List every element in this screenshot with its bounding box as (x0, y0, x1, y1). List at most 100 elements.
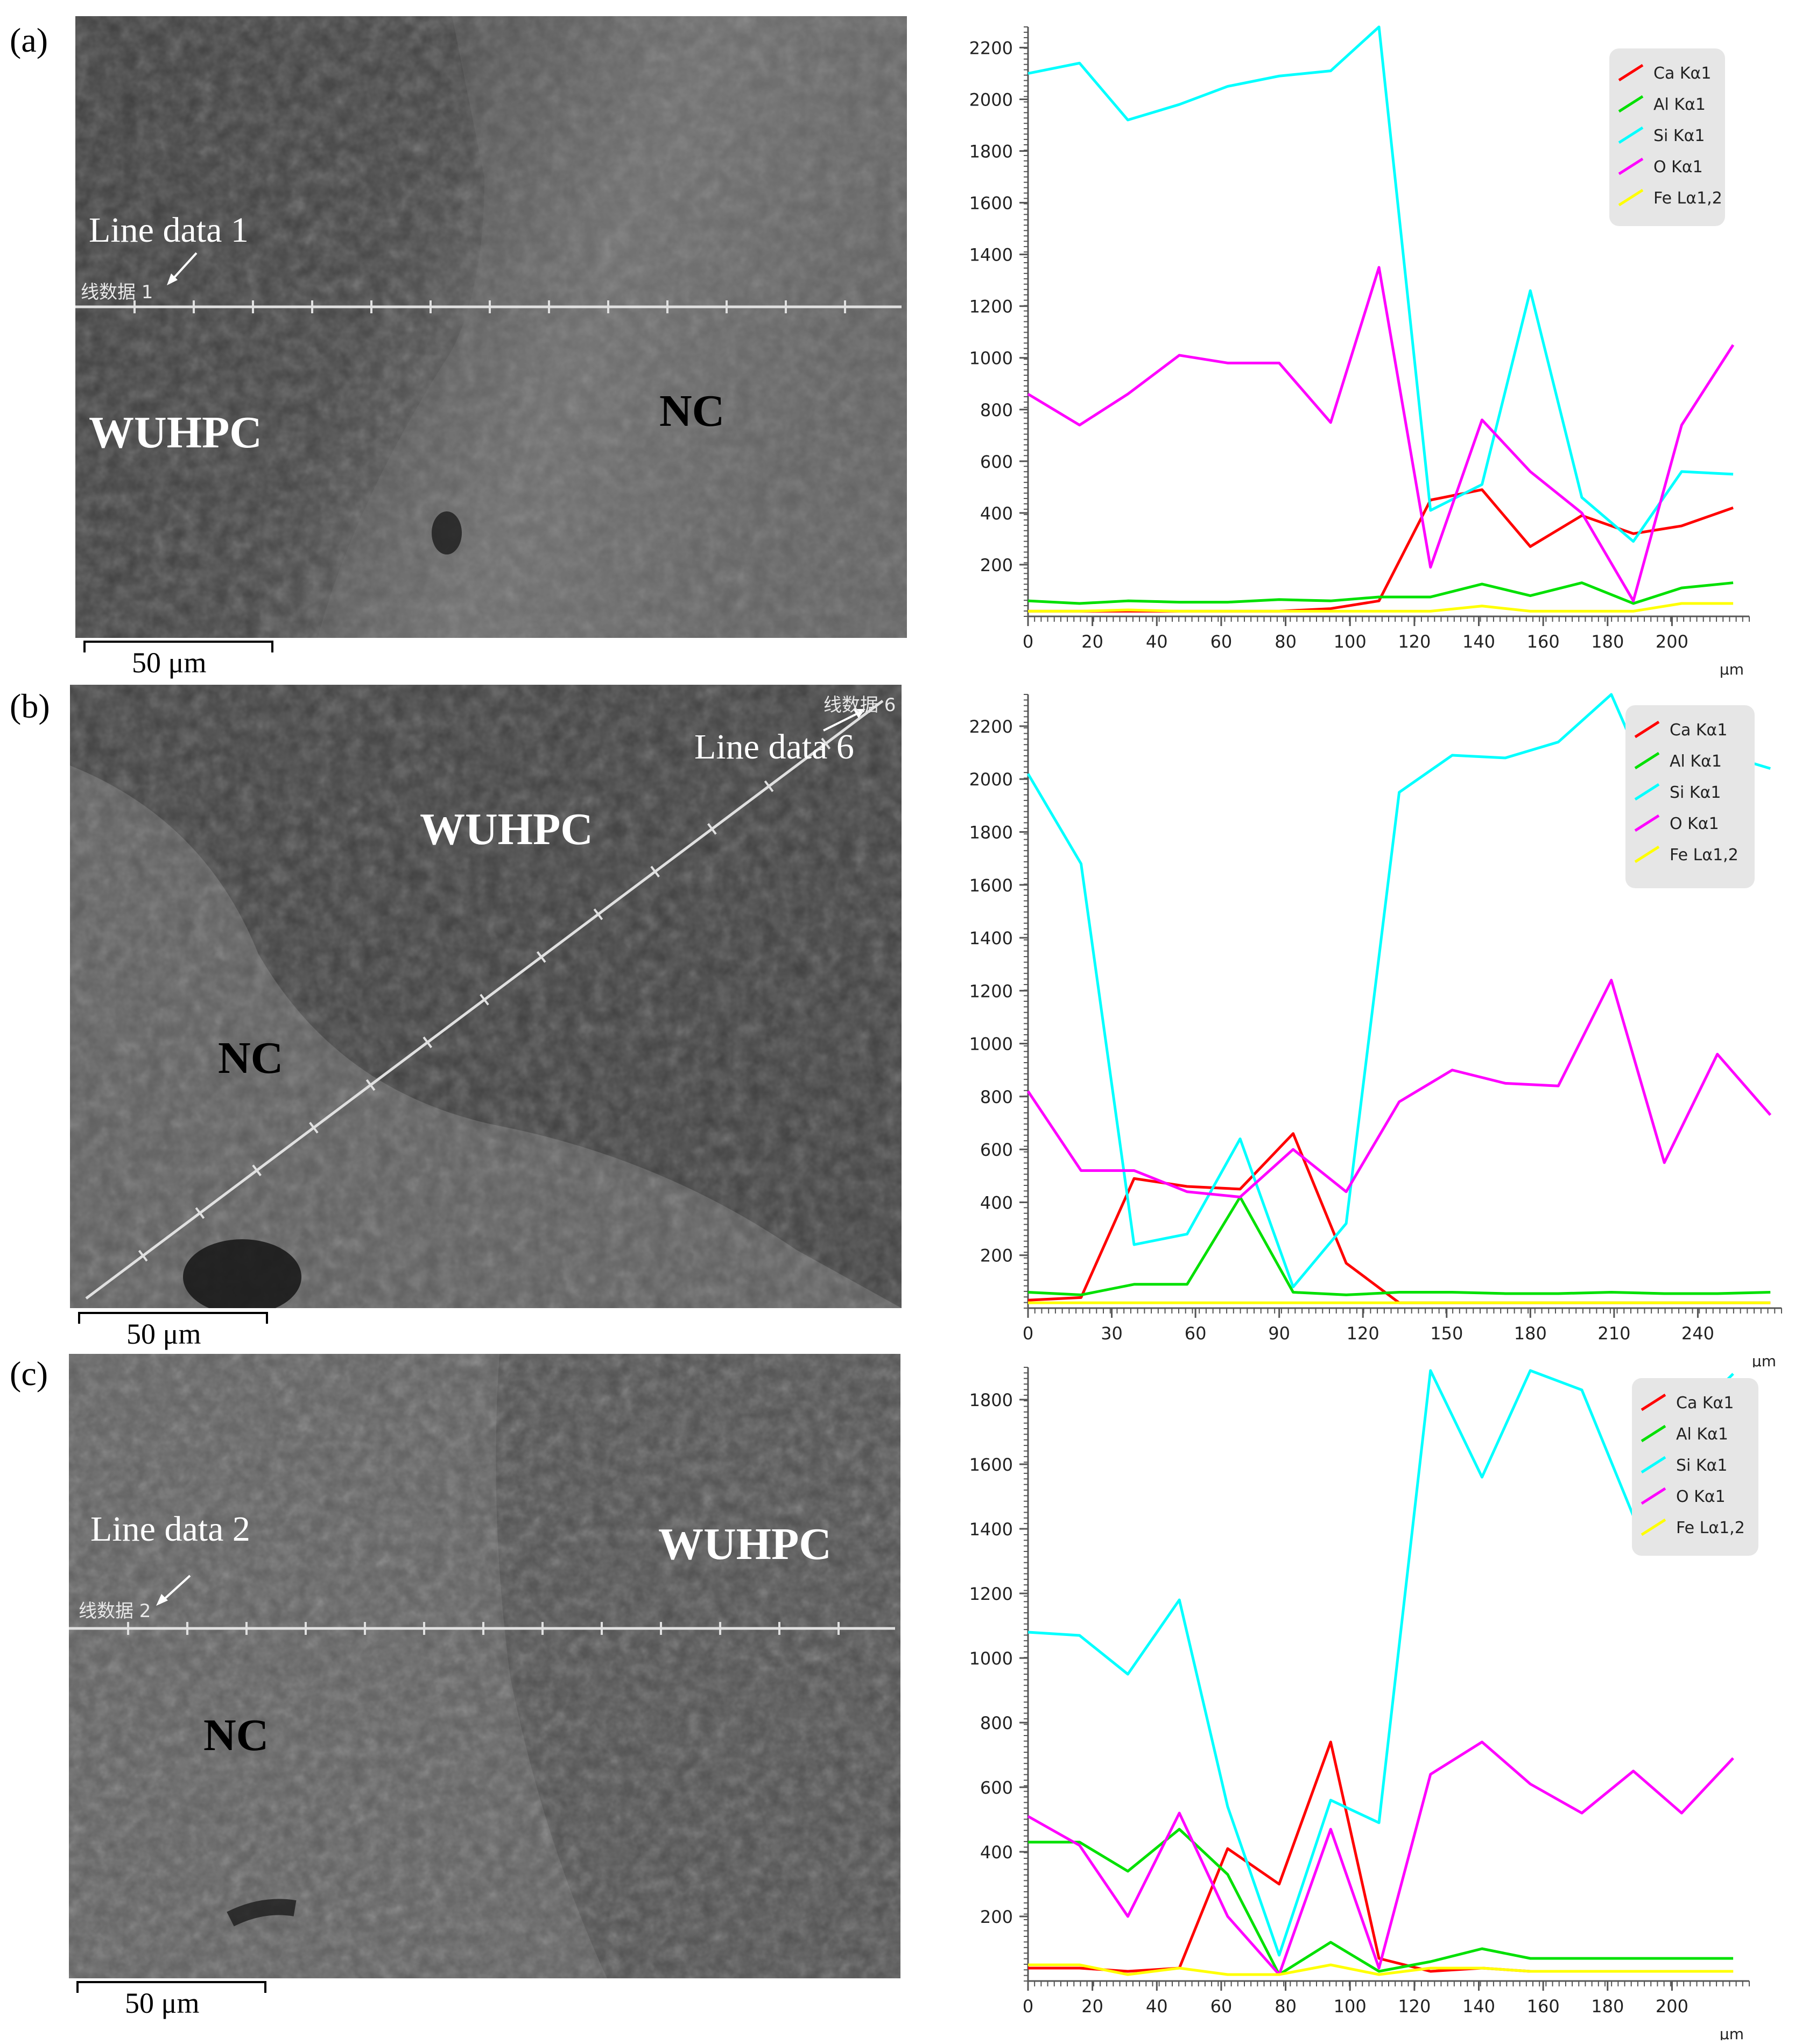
y-tick-label: 1200 (969, 1584, 1013, 1604)
sem-image-a: Line data 1 线数据 1 WUHPC NC (75, 16, 907, 638)
y-tick-label: 1200 (969, 981, 1013, 1001)
y-tick-label: 400 (980, 1842, 1013, 1863)
scale-text-c: 50 μm (125, 1987, 200, 2019)
legend-entry: Ca Kα1 (1670, 721, 1727, 740)
legend-swatch (1634, 845, 1660, 863)
series-line-fe (1028, 602, 1734, 613)
x-unit-label: μm (1752, 1352, 1776, 1367)
x-tick-label: 40 (1146, 1996, 1168, 2017)
sem-image-c: Line data 2 线数据 2 WUHPC NC (69, 1354, 900, 1978)
x-tick-label: 60 (1185, 1323, 1207, 1344)
line-caption-c: Line data 2 (90, 1509, 250, 1549)
legend-entry: Si Kα1 (1670, 783, 1721, 802)
y-tick-label: 2000 (969, 89, 1013, 110)
legend-swatch (1641, 1487, 1666, 1505)
x-tick-label: 60 (1210, 1996, 1233, 2017)
y-tick-label: 1400 (969, 245, 1013, 265)
series-line-al (1027, 1196, 1771, 1296)
legend-entry: Ca Kα1 (1653, 64, 1711, 83)
y-tick-label: 200 (980, 1246, 1013, 1266)
x-tick-label: 0 (1023, 1996, 1033, 2017)
chart-svg-a: 2004006008001000120014001600180020002200… (969, 25, 1750, 678)
sem-label-nc-b: NC (218, 1033, 284, 1083)
x-tick-label: 160 (1527, 1996, 1560, 2017)
sem-image-b: Line data 6 线数据 6 WUHPC NC (70, 685, 902, 1308)
legend-entry: Fe Lα1,2 (1670, 846, 1738, 865)
legend-entry: O Kα1 (1670, 814, 1719, 833)
x-tick-label: 140 (1462, 1996, 1495, 2017)
line-small-b: 线数据 6 (823, 694, 896, 716)
x-unit-label: μm (1720, 661, 1744, 678)
legend-entry: Al Kα1 (1676, 1425, 1728, 1444)
chart-a: 200 400 600 800 1000 1200 1400 1600 1800 2000 2200… (953, 16, 1771, 678)
series-line-si (1027, 1369, 1734, 1957)
y-tick-label: 1600 (969, 193, 1013, 214)
x-tick-label: 180 (1591, 631, 1624, 652)
x-tick-label: 0 (1023, 631, 1033, 652)
legend-swatch (1641, 1424, 1666, 1443)
sem-texture-a (75, 16, 907, 638)
series-line-o (1027, 1740, 1734, 1976)
line-caption-a: Line data 1 (89, 210, 249, 250)
x-unit-label: μm (1720, 2025, 1744, 2040)
y-tick-label: 1000 (969, 348, 1013, 369)
x-tick-label: 160 (1527, 631, 1560, 652)
x-tick-label: 200 (1656, 1996, 1688, 2017)
panel-a-letter: (a) (10, 21, 48, 59)
x-tick-label: 80 (1275, 631, 1297, 652)
x-tick-label: 240 (1681, 1323, 1714, 1344)
legend-swatch (1641, 1456, 1666, 1474)
legend-swatch (1618, 188, 1644, 207)
legend-swatch (1641, 1518, 1666, 1536)
legend-entry: Ca Kα1 (1676, 1394, 1734, 1413)
x-tick-label: 20 (1081, 631, 1103, 652)
legend-entry: Al Kα1 (1670, 752, 1722, 771)
y-tick-label: 200 (980, 1907, 1013, 1927)
legend-swatch (1618, 126, 1644, 144)
chart-b: 200 400 600 800 1000 1200 1400 1600 1800 2000 2200… (953, 684, 1792, 1370)
x-tick-label: 120 (1347, 1323, 1379, 1344)
legend-entry: Si Kα1 (1653, 127, 1705, 145)
y-tick-label: 600 (980, 452, 1013, 472)
y-tick-label: 1000 (969, 1034, 1013, 1055)
y-tick-label: 800 (980, 1713, 1013, 1733)
y-tick-label: 1800 (969, 142, 1013, 162)
x-tick-label: 200 (1656, 631, 1688, 652)
sem-label-wuhpc-c: WUHPC (658, 1519, 832, 1569)
panel-b-letter: (b) (10, 687, 50, 725)
legend-swatch (1618, 157, 1644, 175)
y-tick-label: 400 (980, 503, 1013, 524)
series-line-si (1027, 25, 1734, 543)
legend-swatch (1641, 1393, 1666, 1411)
y-tick-label: 1400 (969, 928, 1013, 949)
y-tick-label: 2200 (969, 38, 1013, 58)
legend-swatch (1618, 95, 1644, 113)
y-tick-label: 400 (980, 1192, 1013, 1213)
y-tick-label: 1800 (969, 823, 1013, 843)
y-tick-label: 1800 (969, 1390, 1013, 1410)
sem-label-nc-a: NC (659, 386, 725, 436)
x-tick-label: 180 (1514, 1323, 1547, 1344)
line-small-c: 线数据 2 (79, 1600, 151, 1622)
series-line-ca (1027, 1132, 1771, 1304)
y-tick-label: 2000 (969, 769, 1013, 790)
y-tick-label: 1000 (969, 1648, 1013, 1669)
sem-label-wuhpc-b: WUHPC (420, 804, 593, 854)
x-tick-label: 80 (1275, 1996, 1297, 2017)
series-line-o (1027, 266, 1735, 602)
legend-entry: Al Kα1 (1653, 95, 1706, 114)
x-tick-label: 140 (1462, 631, 1495, 652)
y-tick-label: 600 (980, 1140, 1013, 1160)
y-tick-label: 2200 (969, 717, 1013, 737)
x-tick-label: 0 (1023, 1323, 1033, 1344)
chart-svg-b: 2004006008001000120014001600180020002200… (969, 693, 1782, 1370)
sem-texture-c (69, 1354, 900, 1978)
y-tick-label: 200 (980, 555, 1013, 575)
legend-swatch (1634, 814, 1660, 832)
x-tick-label: 30 (1101, 1323, 1123, 1344)
x-tick-label: 210 (1597, 1323, 1630, 1344)
sem-texture-b (70, 685, 902, 1308)
y-tick-label: 1600 (969, 1455, 1013, 1475)
series-line-al (1028, 1828, 1734, 1976)
legend-swatch (1634, 751, 1660, 770)
